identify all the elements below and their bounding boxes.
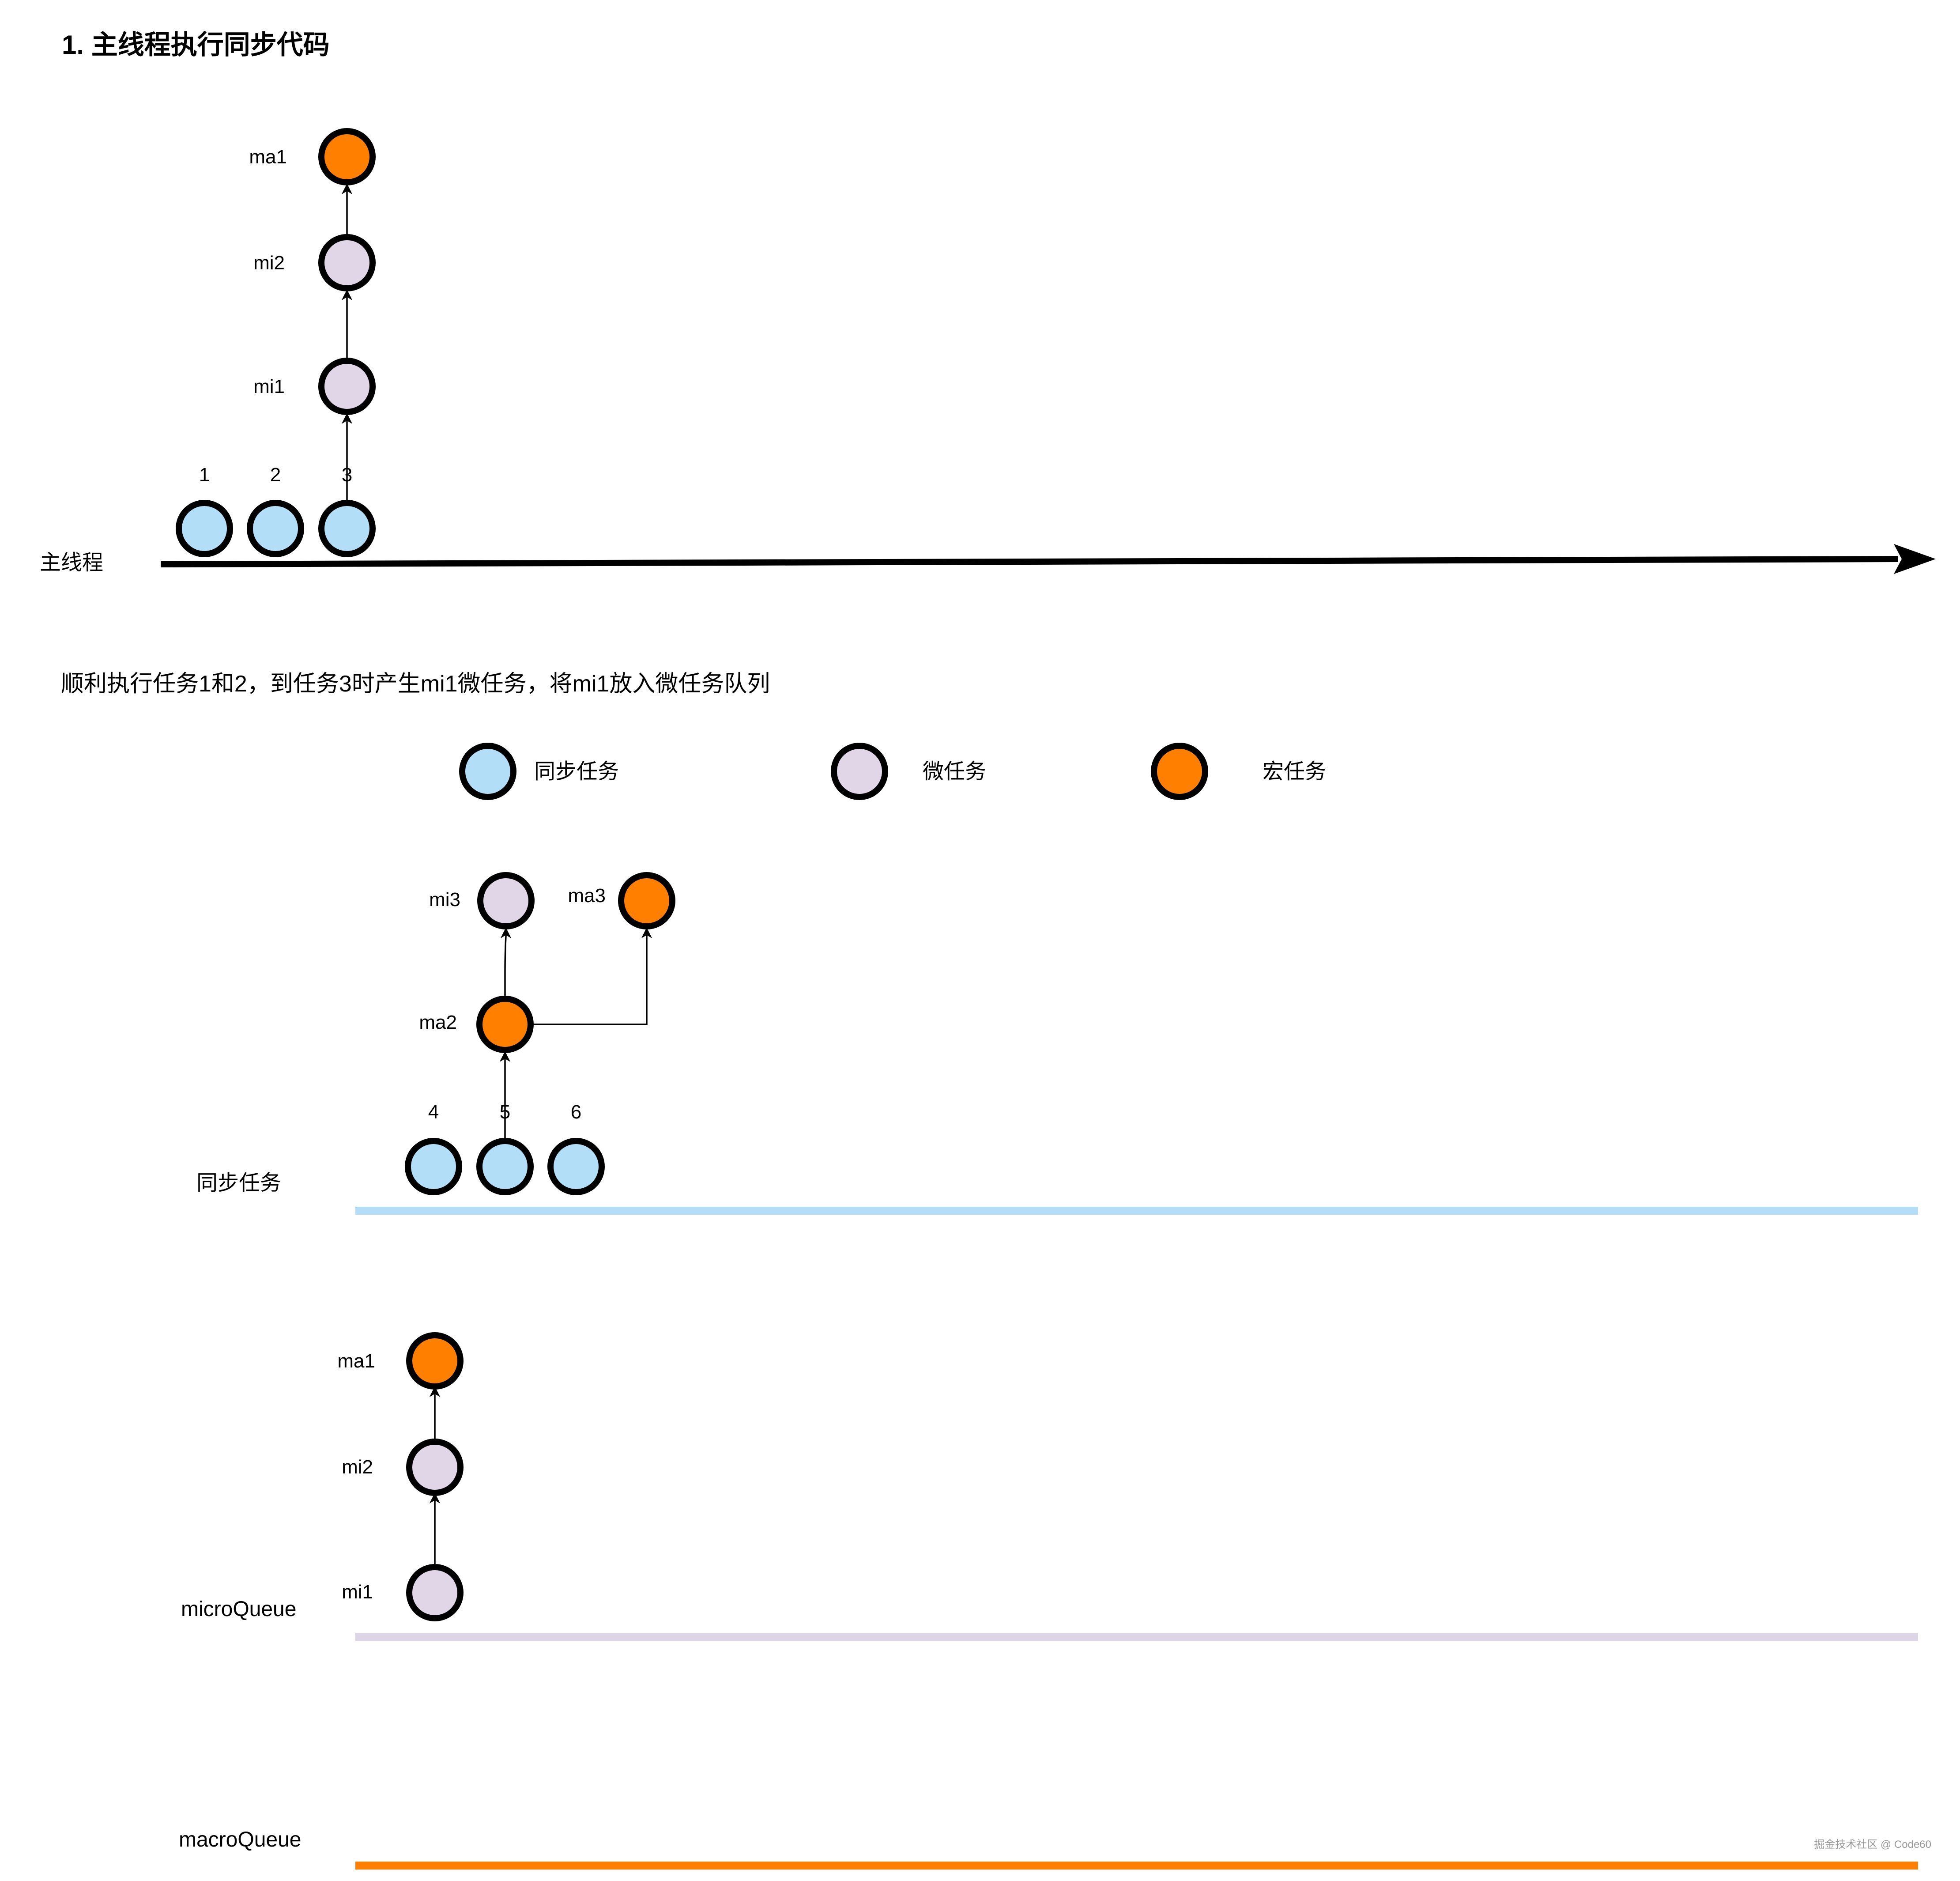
page-title: 1. 主线程执行同步代码 bbox=[62, 30, 330, 60]
watermark: 掘金技术社区 @ Code60 bbox=[1814, 1839, 1931, 1851]
sync-task-label: 4 bbox=[428, 1101, 439, 1123]
micro-task-node bbox=[406, 1439, 464, 1496]
macro-task-node bbox=[318, 128, 376, 185]
task-label: ma3 bbox=[568, 885, 606, 907]
sync-task-label: 2 bbox=[270, 464, 281, 486]
sync-task-label: 6 bbox=[571, 1101, 581, 1123]
task-label: ma1 bbox=[249, 146, 287, 168]
task-label: mi1 bbox=[342, 1581, 373, 1603]
legend-macro-label: 宏任务 bbox=[1263, 760, 1326, 783]
legend-sync-icon bbox=[459, 743, 516, 800]
legend-micro-label: 微任务 bbox=[923, 760, 986, 783]
micro-task-node bbox=[318, 234, 376, 291]
step-description: 顺利执行任务1和2，到任务3时产生mi1微任务，将mi1放入微任务队列 bbox=[61, 671, 770, 697]
task-label: mi2 bbox=[342, 1456, 373, 1478]
main-thread-axis-arrow bbox=[1894, 544, 1936, 574]
task-label: mi3 bbox=[429, 889, 460, 910]
sync-task-node bbox=[247, 500, 304, 557]
legend-macro-icon bbox=[1151, 743, 1208, 800]
sync-task-label: 5 bbox=[500, 1101, 510, 1123]
sync-task-node bbox=[318, 500, 376, 557]
task-label: ma1 bbox=[337, 1350, 375, 1372]
macro-task-node bbox=[406, 1332, 464, 1390]
legend-micro-icon bbox=[831, 743, 888, 800]
sync-task-node bbox=[547, 1138, 605, 1195]
task-label: ma2 bbox=[419, 1012, 457, 1033]
sync-task-label: 1 bbox=[199, 464, 210, 486]
macro-task-node bbox=[476, 996, 534, 1053]
sync-task-node bbox=[176, 500, 233, 557]
task-label: mi2 bbox=[253, 252, 285, 274]
main-thread-axis bbox=[160, 556, 1899, 567]
edge-ma2-to-mi3 bbox=[500, 927, 512, 999]
task-label: mi1 bbox=[253, 376, 285, 397]
legend-sync-label: 同步任务 bbox=[534, 760, 619, 783]
edge-ma2-to-ma3 bbox=[532, 927, 652, 1025]
sync-task-node bbox=[476, 1138, 534, 1195]
micro-queue-label: microQueue bbox=[181, 1598, 296, 1621]
main-thread-label: 主线程 bbox=[40, 551, 103, 574]
sync-task-label: 3 bbox=[342, 464, 352, 486]
micro-task-node bbox=[406, 1564, 464, 1621]
sync-queue-label: 同步任务 bbox=[196, 1171, 281, 1195]
micro-task-node bbox=[318, 358, 376, 415]
sync-task-node bbox=[405, 1138, 462, 1195]
macro-task-node bbox=[618, 872, 675, 929]
macro-queue-label: macroQueue bbox=[179, 1828, 301, 1851]
micro-task-node bbox=[477, 872, 535, 929]
